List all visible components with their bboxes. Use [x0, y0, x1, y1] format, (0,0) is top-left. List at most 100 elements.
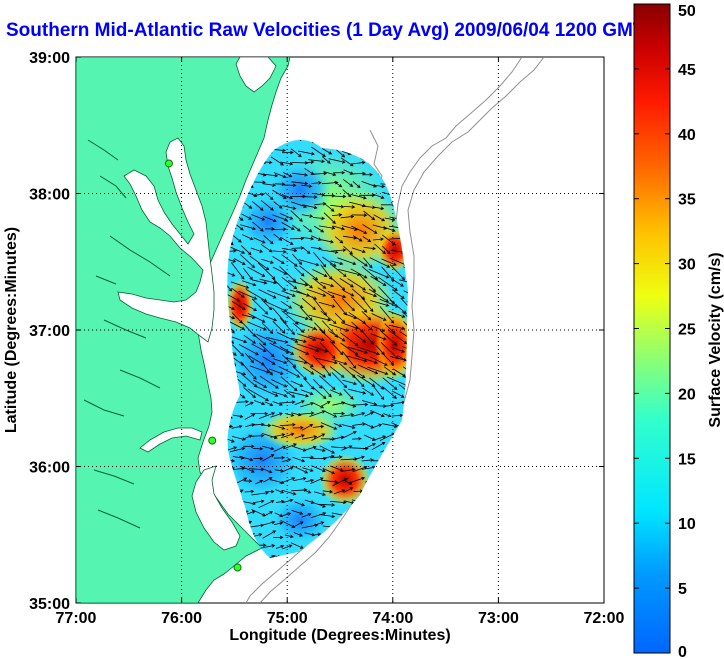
velocity-arrow	[258, 500, 275, 509]
colorbar-tick-label: 25	[678, 322, 696, 339]
velocity-arrow	[341, 445, 353, 451]
velocity-arrow	[280, 236, 294, 245]
velocity-arrow	[307, 335, 325, 342]
velocity-arrow	[402, 375, 408, 385]
velocity-arrow	[340, 322, 359, 330]
velocity-arrow	[280, 376, 298, 392]
velocity-arrow	[347, 346, 368, 354]
velocity-arrow	[382, 423, 398, 428]
velocity-arrow	[281, 489, 297, 496]
velocity-arrow	[282, 172, 293, 178]
velocity-arrow	[351, 436, 362, 441]
velocity-arrow	[263, 511, 274, 517]
velocity-arrow	[392, 279, 404, 287]
velocity-arrow	[318, 301, 336, 308]
velocity-arrow	[381, 352, 395, 366]
velocity-arrow	[254, 400, 266, 406]
velocity-arrow	[371, 325, 385, 332]
velocity-arrow	[301, 214, 314, 218]
colorbar-tick-label: 15	[678, 451, 696, 468]
velocity-arrow	[313, 192, 326, 197]
velocity-arrow	[259, 278, 278, 285]
velocity-arrow	[279, 400, 296, 404]
velocity-arrow	[271, 424, 286, 430]
velocity-arrow	[329, 340, 344, 356]
velocity-arrow	[272, 321, 286, 334]
velocity-arrow	[312, 269, 328, 277]
velocity-arrow	[273, 535, 284, 540]
velocity-arrow	[252, 279, 268, 285]
velocity-arrow	[319, 328, 336, 344]
x-axis-label: Longitude (Degrees:Minutes)	[229, 627, 450, 644]
velocity-arrow	[270, 156, 284, 166]
velocity-arrow	[252, 533, 263, 537]
velocity-arrow	[260, 258, 274, 264]
velocity-arrow	[273, 456, 286, 460]
velocity-arrow	[294, 400, 305, 406]
tributary-rivers	[83, 139, 171, 529]
velocity-arrow	[322, 256, 337, 267]
velocity-arrow	[362, 387, 375, 396]
velocity-arrow	[372, 237, 384, 242]
velocity-arrow	[389, 299, 407, 314]
velocity-arrow	[320, 281, 335, 288]
velocity-arrow	[229, 321, 246, 330]
velocity-arrow	[243, 444, 255, 449]
velocity-arrow	[260, 243, 273, 253]
velocity-arrow	[381, 234, 396, 246]
velocity-arrow	[258, 289, 277, 299]
y-tick-label: 35:00	[29, 596, 70, 613]
velocity-arrow	[388, 324, 406, 330]
velocity-arrow	[342, 351, 357, 369]
velocity-arrow	[252, 221, 264, 232]
velocity-arrow	[370, 423, 383, 429]
velocity-arrow	[311, 433, 326, 441]
velocity-arrow	[281, 276, 298, 290]
velocity-arrow	[251, 214, 266, 221]
velocity-arrow	[259, 342, 275, 358]
velocity-arrow	[290, 337, 308, 343]
velocity-arrow	[315, 357, 338, 365]
velocity-arrow	[282, 205, 297, 210]
velocity-arrow	[310, 246, 323, 251]
velocity-arrow	[308, 500, 326, 508]
velocity-arrow	[281, 354, 297, 368]
velocity-arrow	[231, 424, 243, 429]
velocity-arrow	[311, 465, 326, 473]
velocity-arrow	[299, 277, 313, 289]
velocity-arrow	[333, 411, 346, 416]
velocity-arrow	[301, 297, 317, 311]
velocity-arrow	[310, 512, 327, 519]
velocity-arrow	[292, 172, 309, 177]
velocity-arrow	[244, 489, 255, 494]
velocity-arrow	[301, 523, 319, 529]
velocity-arrow	[312, 251, 327, 268]
velocity-arrow	[238, 290, 258, 300]
velocity-arrow	[283, 389, 296, 398]
velocity-arrow	[331, 213, 343, 217]
velocity-arrow	[343, 179, 354, 187]
velocity-arrow	[233, 414, 244, 419]
velocity-arrow	[261, 467, 273, 474]
velocity-arrow	[275, 489, 285, 494]
x-tick-label: 74:00	[372, 610, 413, 627]
velocity-arrow	[262, 445, 275, 451]
x-tick-label: 75:00	[267, 610, 308, 627]
velocity-arrow	[298, 150, 315, 156]
velocity-arrow	[363, 332, 374, 345]
y-axis-label: Latitude (Degrees:Minutes)	[3, 227, 20, 433]
velocity-arrow	[361, 311, 372, 321]
velocity-arrow	[342, 379, 357, 386]
velocity-arrow	[319, 514, 336, 519]
velocity-arrow	[353, 455, 365, 461]
velocity-arrow	[355, 355, 378, 364]
velocity-arrow	[253, 379, 268, 388]
velocity-arrow	[371, 313, 387, 321]
velocity-arrow	[253, 456, 264, 461]
velocity-arrow	[351, 412, 366, 417]
colorbar-tick-label: 0	[678, 644, 687, 659]
velocity-arrow	[324, 193, 336, 198]
velocity-arrow	[227, 277, 233, 292]
velocity-arrow	[371, 384, 385, 401]
velocity-arrow	[308, 159, 326, 163]
